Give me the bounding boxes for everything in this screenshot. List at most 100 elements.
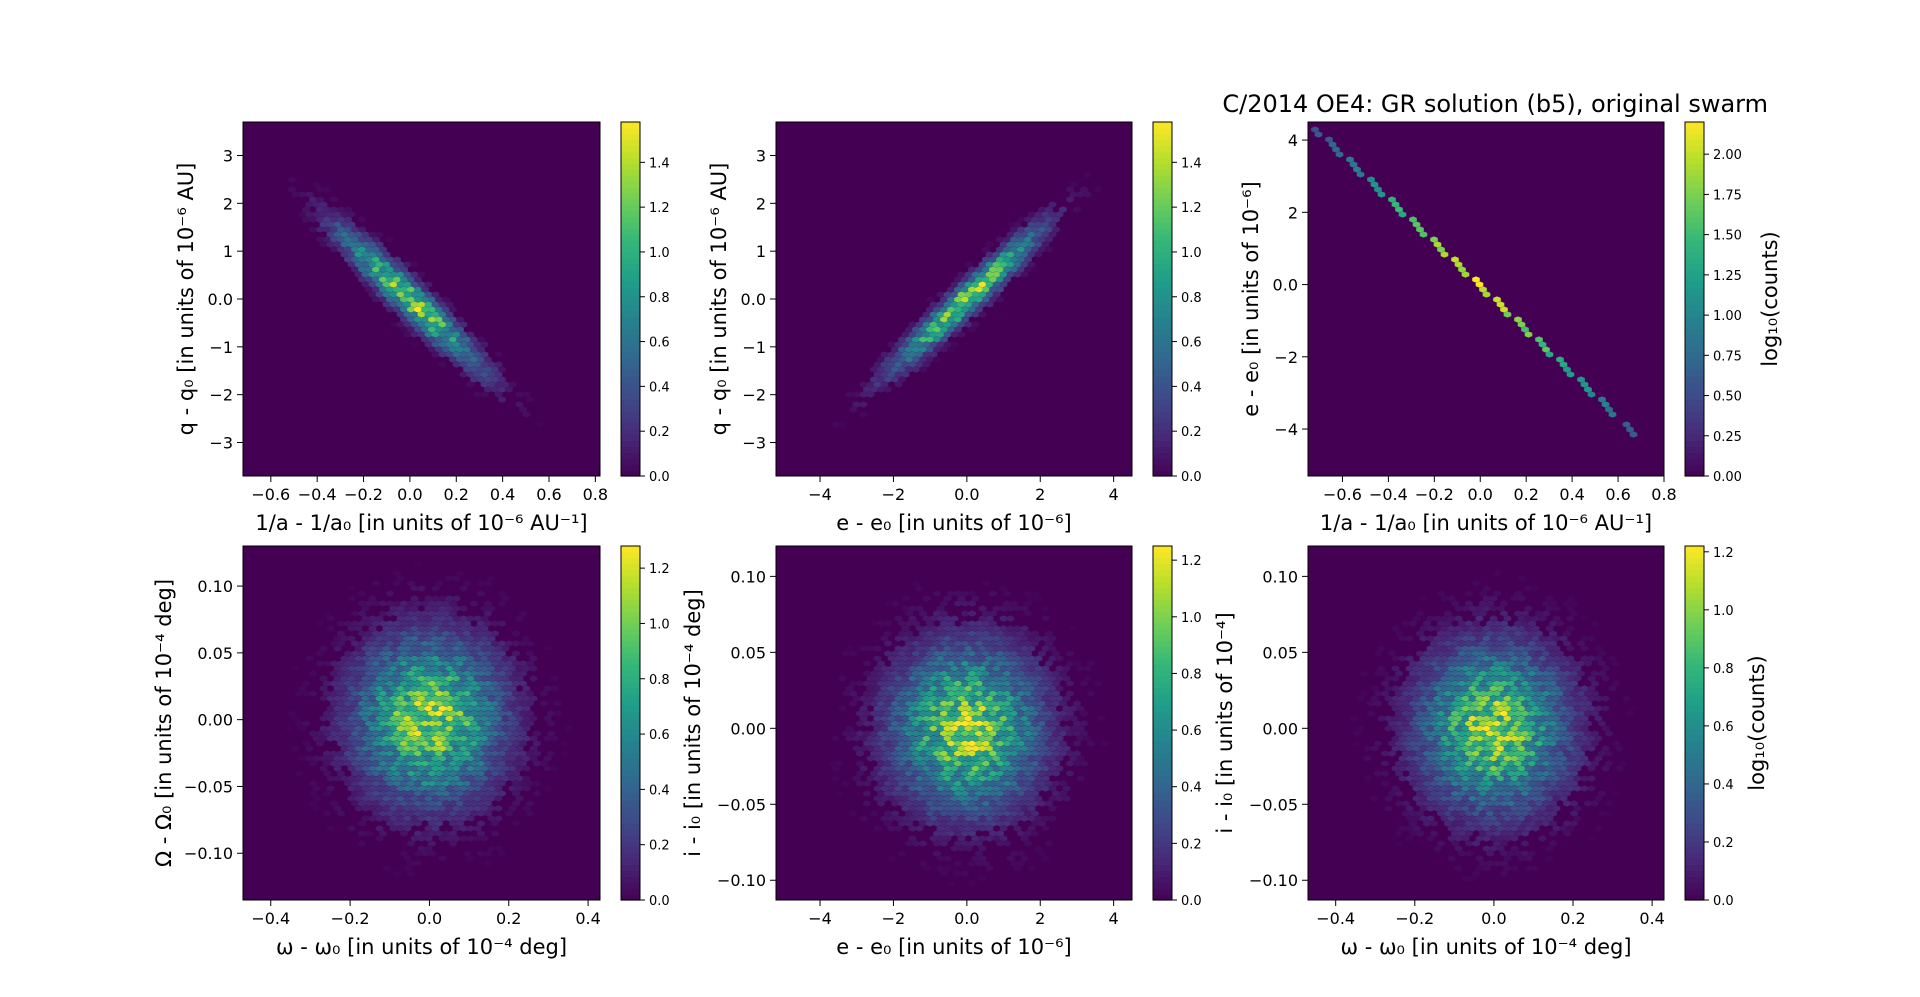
hexbin-cell	[1598, 810, 1606, 817]
hexbin-cell	[1461, 685, 1470, 692]
hexbin-cell	[884, 740, 892, 747]
hexbin-cell	[1423, 670, 1431, 677]
hexbin-cell	[445, 331, 454, 338]
hexbin-cell	[922, 655, 931, 662]
hexbin-cell	[859, 715, 868, 722]
hexbin-cell	[445, 595, 454, 602]
hexbin-cell	[947, 810, 955, 817]
hexbin-cell	[550, 685, 559, 692]
hexbin-cell	[985, 645, 994, 652]
hexbin-cell	[943, 625, 952, 632]
hexbin-cell	[957, 705, 966, 712]
hexbin-cell	[424, 291, 433, 298]
hexbin-cell	[1559, 735, 1568, 742]
hexbin-cell	[1409, 780, 1417, 787]
hexbin-cell	[498, 640, 506, 647]
hexbin-cell	[386, 760, 394, 767]
hexbin-cell	[961, 780, 969, 787]
hexbin-cell	[950, 301, 959, 308]
hexbin-cell	[1006, 655, 1015, 662]
hexbin-cell	[438, 635, 447, 642]
hexbin-cell	[908, 775, 917, 782]
hexbin-cell	[982, 610, 990, 617]
colorbar-segment	[621, 664, 640, 671]
hexbin-cell	[957, 271, 966, 278]
hexbin-cell	[985, 675, 994, 682]
hexbin-cell	[901, 331, 910, 338]
hexbin-cell	[438, 675, 447, 682]
hexbin-cell	[1542, 600, 1550, 607]
hexbin-cell	[1402, 710, 1410, 717]
hexbin-cell	[501, 715, 510, 722]
hexbin-cell	[316, 236, 324, 243]
hexbin-cell	[1500, 306, 1508, 313]
hexbin-cell	[407, 276, 415, 283]
hexbin-cell	[487, 725, 496, 732]
hexbin-cell	[1500, 630, 1508, 637]
hexbin-cell	[340, 755, 349, 762]
hexbin-cell	[379, 276, 387, 283]
hexbin-cell	[459, 655, 468, 662]
hexbin-cell	[340, 665, 349, 672]
hexbin-cell	[968, 640, 976, 647]
hexbin-cell	[1580, 615, 1589, 622]
colorbar-segment	[621, 888, 640, 895]
hexbin-cell	[975, 630, 983, 637]
hexbin-cell	[1573, 735, 1582, 742]
hexbin-cell	[417, 271, 426, 278]
hexbin-cell	[1010, 740, 1018, 747]
hexbin-cell	[922, 735, 931, 742]
hexbin-cell	[1563, 710, 1571, 717]
hexbin-cell	[982, 860, 990, 867]
hexbin-cell	[1549, 700, 1557, 707]
hexbin-cell	[943, 825, 952, 832]
hexbin-cell	[936, 625, 945, 632]
colorbar-segment	[1153, 186, 1172, 194]
colorbar-tick-label: 1.2	[1181, 201, 1202, 216]
hexbin-cell	[428, 810, 436, 817]
hexbin-cell	[372, 266, 380, 273]
hexbin-cell	[1010, 760, 1018, 767]
hexbin-cell	[473, 755, 482, 762]
hexbin-cell	[403, 855, 412, 862]
hexbin-cell	[470, 780, 478, 787]
hexbin-cell	[891, 700, 899, 707]
hexbin-cell	[365, 630, 373, 637]
hexbin-cell	[891, 710, 899, 717]
colorbar-segment	[621, 245, 640, 253]
hexbin-cell	[326, 625, 335, 632]
hexbin-cell	[1020, 705, 1029, 712]
colorbar-frame	[1152, 121, 1173, 477]
hexbin-cell	[1612, 660, 1620, 667]
hexbin-cell	[1437, 660, 1445, 667]
hexbin-cell	[1398, 655, 1407, 662]
hexbin-cell	[1573, 745, 1582, 752]
hexbin-cell	[919, 860, 927, 867]
hexbin-cell	[361, 785, 370, 792]
hexbin-cell	[877, 770, 885, 777]
colorbar: 0.00.20.40.60.81.01.2i - i₀ [in units of…	[1152, 545, 1237, 909]
hexbin-cell	[926, 630, 934, 637]
hexbin-cell	[389, 745, 398, 752]
hexbin-cell	[1010, 710, 1018, 717]
hexbin-cell	[985, 785, 994, 792]
hexbin-cell	[1356, 725, 1365, 732]
hexbin-cell	[473, 361, 482, 368]
hexbin-cell	[1465, 720, 1473, 727]
hexbin-cell	[319, 695, 328, 702]
hexbin-cell	[410, 735, 419, 742]
hexbin-cell	[372, 740, 380, 747]
hexbin-cell	[1580, 695, 1589, 702]
hexbin-cell	[438, 735, 447, 742]
hexbin-cell	[849, 730, 857, 737]
hexbin-cell	[1475, 675, 1484, 682]
hexbin-cell	[365, 256, 373, 263]
hexbin-cell	[435, 710, 443, 717]
hexbin-cell	[1447, 655, 1456, 662]
hexbin-cell	[473, 725, 482, 732]
hexbin-cell	[337, 700, 345, 707]
hexbin-cell	[456, 630, 464, 637]
hexbin-cell	[922, 351, 931, 358]
hexbin-cell	[347, 585, 356, 592]
hexbin-cell	[1563, 720, 1571, 727]
